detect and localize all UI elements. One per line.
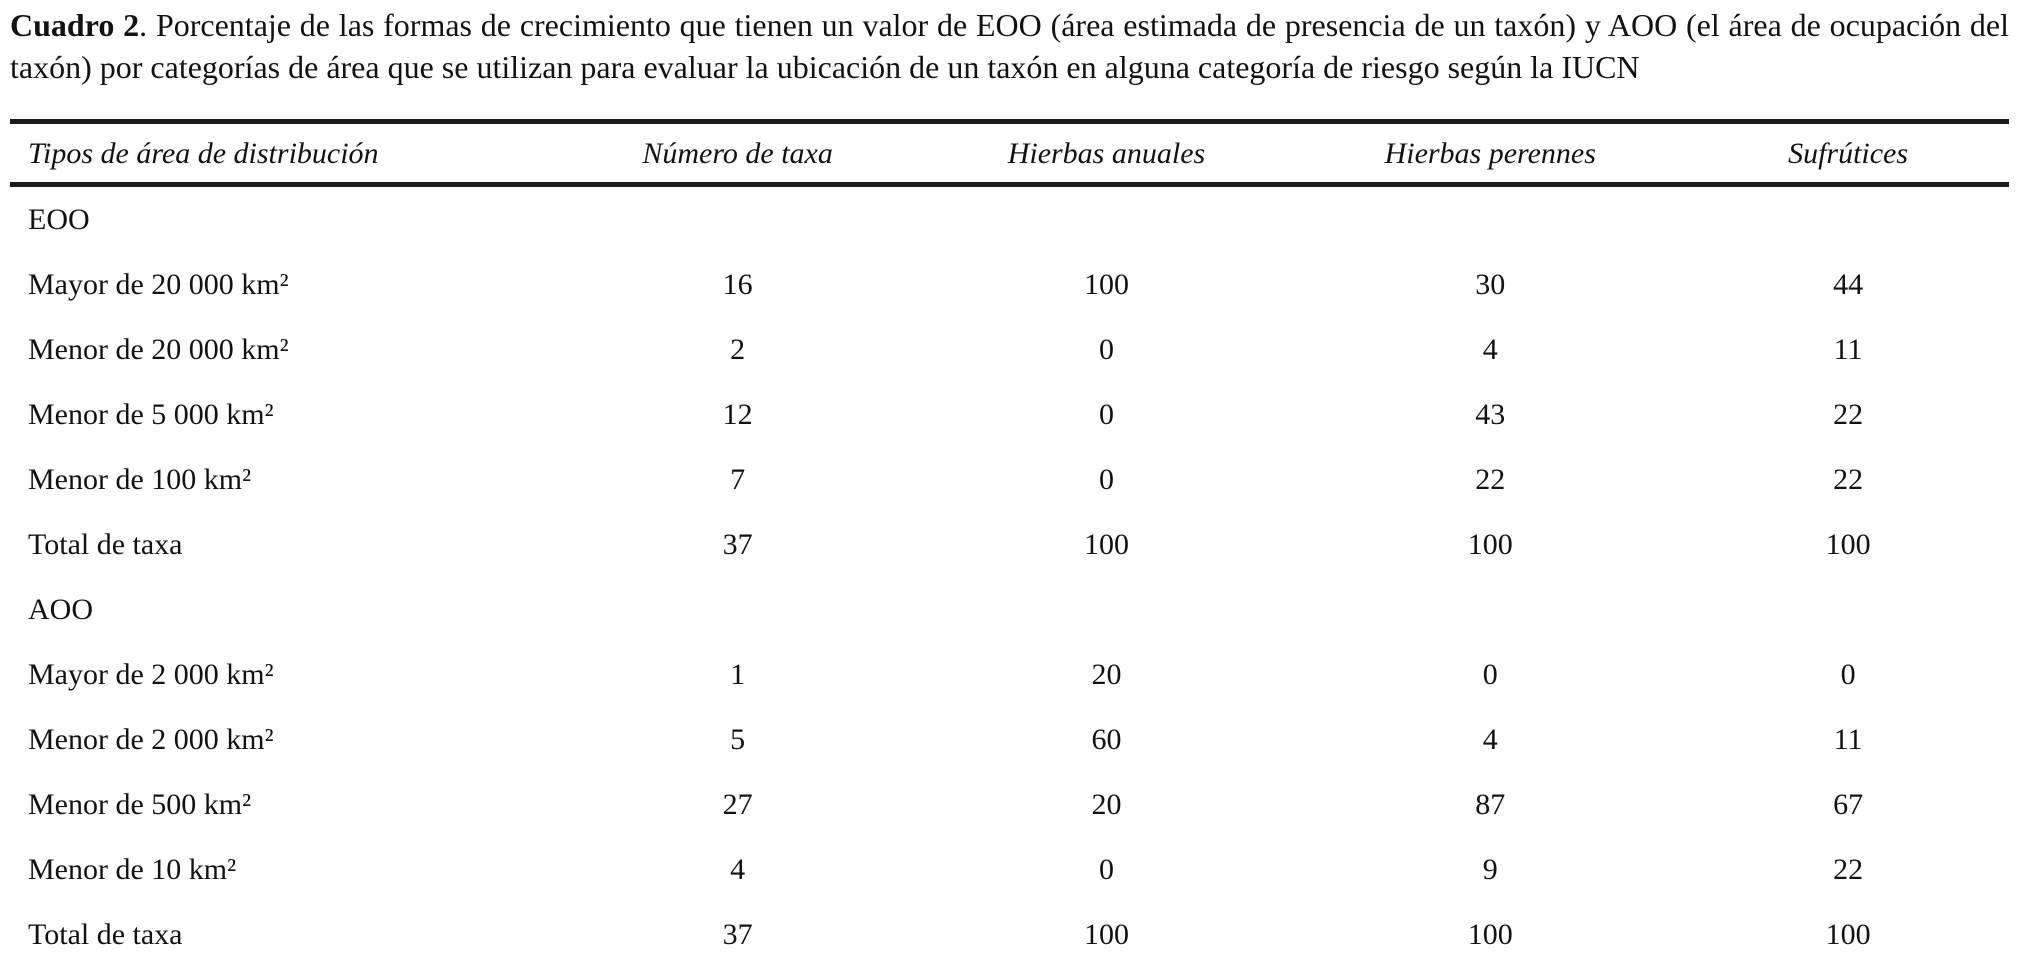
table-row: Menor de 20 000 km² 2 0 4 11 bbox=[10, 317, 2009, 382]
row-label: Total de taxa bbox=[28, 918, 183, 951]
table-cell: 43 bbox=[1475, 398, 1506, 431]
table-cell: 0 bbox=[1840, 658, 1856, 691]
row-label: Menor de 100 km² bbox=[28, 463, 252, 496]
table-cell: 4 bbox=[1482, 333, 1498, 366]
table-cell: 1 bbox=[730, 658, 746, 691]
row-label: Mayor de 2 000 km² bbox=[28, 658, 274, 691]
table-cell: 67 bbox=[1833, 788, 1864, 821]
table-cell: 22 bbox=[1475, 463, 1506, 496]
table-cell: 0 bbox=[1098, 333, 1114, 366]
column-header: Número de taxa bbox=[642, 137, 833, 170]
data-table: Tipos de área de distribución Número de t… bbox=[10, 119, 2009, 964]
table-cell: 2 bbox=[730, 333, 746, 366]
table-cell: 22 bbox=[1833, 853, 1864, 886]
table-cell: 7 bbox=[730, 463, 746, 496]
table-cell: 5 bbox=[730, 723, 746, 756]
table-row: Menor de 500 km² 27 20 87 67 bbox=[10, 772, 2009, 837]
table-row: Menor de 5 000 km² 12 0 43 22 bbox=[10, 382, 2009, 447]
row-label: Menor de 500 km² bbox=[28, 788, 252, 821]
section-header: AOO bbox=[28, 593, 93, 626]
section-row: AOO bbox=[10, 577, 2009, 642]
table-cell: 27 bbox=[722, 788, 753, 821]
table-row: Menor de 10 km² 4 0 9 22 bbox=[10, 837, 2009, 902]
table-cell: 37 bbox=[722, 528, 753, 561]
row-label: Menor de 5 000 km² bbox=[28, 398, 274, 431]
row-label: Menor de 2 000 km² bbox=[28, 723, 274, 756]
table-cell: 100 bbox=[1083, 268, 1129, 301]
table-cell: 30 bbox=[1475, 268, 1506, 301]
row-label: Total de taxa bbox=[28, 528, 183, 561]
table-row: Total de taxa 37 100 100 100 bbox=[10, 512, 2009, 577]
table-header-row: Tipos de área de distribución Número de t… bbox=[10, 122, 2009, 185]
table-cell: 0 bbox=[1098, 463, 1114, 496]
row-label: Menor de 20 000 km² bbox=[28, 333, 289, 366]
caption-text: . Porcentaje de las formas de crecimient… bbox=[10, 7, 2010, 85]
table-cell: 0 bbox=[1098, 398, 1114, 431]
table-cell: 4 bbox=[730, 853, 746, 886]
table-cell: 0 bbox=[1482, 658, 1498, 691]
table-cell: 44 bbox=[1833, 268, 1864, 301]
table-cell: 11 bbox=[1833, 723, 1863, 756]
table-caption: Cuadro 2. Porcentaje de las formas de cr… bbox=[10, 4, 2009, 88]
table-cell: 16 bbox=[722, 268, 753, 301]
table-cell: 4 bbox=[1482, 723, 1498, 756]
table-cell: 22 bbox=[1833, 398, 1864, 431]
table-row: Mayor de 2 000 km² 1 20 0 0 bbox=[10, 642, 2009, 707]
table-cell: 20 bbox=[1091, 658, 1122, 691]
table-cell: 37 bbox=[722, 918, 753, 951]
table-cell: 11 bbox=[1833, 333, 1863, 366]
table-cell: 9 bbox=[1482, 853, 1498, 886]
table-row: Menor de 100 km² 7 0 22 22 bbox=[10, 447, 2009, 512]
table-cell: 22 bbox=[1833, 463, 1864, 496]
table-cell: 100 bbox=[1825, 528, 1871, 561]
row-label: Mayor de 20 000 km² bbox=[28, 268, 289, 301]
section-header: EOO bbox=[28, 203, 90, 236]
table-cell: 20 bbox=[1091, 788, 1122, 821]
column-header: Hierbas perennes bbox=[1384, 137, 1596, 170]
table-cell: 0 bbox=[1098, 853, 1114, 886]
table-cell: 100 bbox=[1083, 918, 1129, 951]
table-cell: 87 bbox=[1475, 788, 1506, 821]
table-header: Tipos de área de distribución Número de t… bbox=[10, 122, 2009, 185]
table-body: EOO Mayor de 20 000 km² 16 100 30 44 Menor de … bbox=[10, 185, 2009, 964]
column-header: Sufrútices bbox=[1788, 137, 1909, 170]
section-row: EOO bbox=[10, 185, 2009, 253]
row-label: Menor de 10 km² bbox=[28, 853, 237, 886]
column-header: Tipos de área de distribución bbox=[28, 137, 379, 170]
table-row: Menor de 2 000 km² 5 60 4 11 bbox=[10, 707, 2009, 772]
table-cell: 12 bbox=[722, 398, 753, 431]
column-header: Hierbas anuales bbox=[1007, 137, 1206, 170]
table-cell: 100 bbox=[1467, 918, 1513, 951]
table-row: Mayor de 20 000 km² 16 100 30 44 bbox=[10, 252, 2009, 317]
table-cell: 100 bbox=[1467, 528, 1513, 561]
caption-label: Cuadro 2 bbox=[10, 7, 140, 43]
table-cell: 100 bbox=[1083, 528, 1129, 561]
table-cell: 60 bbox=[1091, 723, 1122, 756]
table-row: Total de taxa 37 100 100 100 bbox=[10, 902, 2009, 964]
table-cell: 100 bbox=[1825, 918, 1871, 951]
